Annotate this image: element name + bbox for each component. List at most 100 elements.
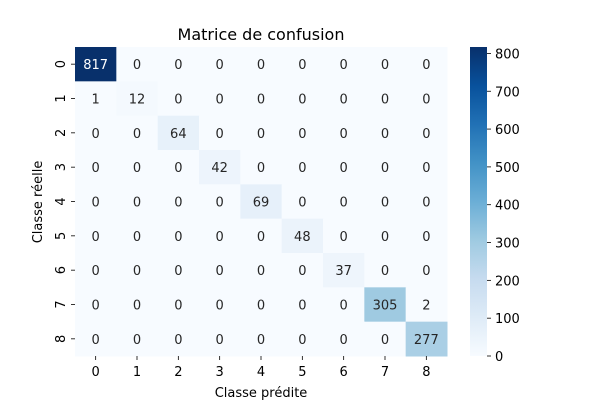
cell-value-label: 0 [92, 333, 100, 348]
heatmap-cell [281, 115, 324, 151]
heatmap-cell [75, 184, 117, 220]
colorbar-tick-label: 800 [495, 47, 520, 62]
heatmap-cell [323, 150, 365, 185]
cell-value-label: 12 [129, 93, 146, 108]
heatmap-cell [75, 218, 117, 254]
colorbar-tick-label: 600 [495, 123, 520, 138]
heatmap-cell [364, 115, 407, 151]
heatmap-cell [157, 81, 200, 117]
cell-value-label: 0 [381, 230, 389, 245]
heatmap-cell [323, 81, 365, 117]
heatmap-cell [405, 287, 448, 323]
y-tick-label: 8 [54, 335, 69, 343]
cell-value-label: 0 [381, 161, 389, 176]
cell-value-label: 0 [92, 230, 100, 245]
heatmap-cell [405, 115, 448, 151]
cell-value-label: 2 [422, 299, 430, 314]
cell-value-label: 0 [257, 230, 265, 245]
cell-value-label: 64 [170, 127, 187, 142]
cell-value-label: 0 [381, 264, 389, 279]
cell-value-label: 0 [257, 58, 265, 73]
heatmap-cell [364, 321, 407, 357]
heatmap-cell [240, 150, 283, 185]
cell-value-label: 0 [298, 58, 306, 73]
cell-value-label: 0 [422, 161, 430, 176]
heatmap-cell [157, 115, 200, 151]
cell-value-label: 0 [298, 161, 306, 176]
cell-value-label: 0 [381, 333, 389, 348]
x-tick-label: 3 [216, 365, 224, 380]
cell-value-label: 0 [257, 299, 265, 314]
cell-value-label: 0 [174, 58, 182, 73]
y-axis-ticks: 0 1 2 3 4 5 6 7 8 [54, 60, 75, 343]
heatmap-cell [157, 253, 200, 288]
y-tick-label: 5 [54, 232, 69, 240]
cell-value-label: 0 [381, 196, 389, 211]
heatmap-cell [405, 184, 448, 220]
heatmap-cell [199, 150, 241, 185]
heatmap-cell [75, 81, 117, 117]
y-tick-label: 7 [54, 300, 69, 308]
heatmap-cell [75, 253, 117, 288]
cell-value-label: 0 [216, 230, 224, 245]
heatmap-cell [75, 321, 117, 357]
heatmap-cell [157, 321, 200, 357]
heatmap-cell [240, 184, 283, 220]
cell-value-label: 0 [340, 58, 348, 73]
cell-value-label: 0 [174, 93, 182, 108]
cell-value-label: 0 [133, 196, 141, 211]
cell-value-label: 42 [211, 161, 228, 176]
heatmap-cell [75, 150, 117, 185]
heatmap-cell [116, 218, 159, 254]
cell-value-label: 0 [381, 58, 389, 73]
colorbar [470, 47, 487, 356]
cell-value-label: 0 [216, 264, 224, 279]
heatmap-cell [364, 287, 407, 323]
cell-value-label: 0 [257, 264, 265, 279]
cell-value-label: 0 [216, 299, 224, 314]
cell-value-label: 0 [174, 230, 182, 245]
x-tick-label: 4 [257, 365, 265, 380]
heatmap-cell [323, 47, 365, 82]
colorbar-tick-label: 100 [495, 312, 520, 327]
heatmap-cell [116, 184, 159, 220]
cell-value-label: 817 [83, 58, 108, 73]
heatmap-cell [405, 81, 448, 117]
heatmap-cell [281, 150, 324, 185]
cell-value-label: 0 [216, 196, 224, 211]
heatmap-cell [240, 321, 283, 357]
colorbar-tick-label: 300 [495, 237, 520, 252]
cell-value-label: 0 [257, 127, 265, 142]
colorbar-tick-label: 500 [495, 161, 520, 176]
cell-value-label: 0 [422, 264, 430, 279]
heatmap-cell [157, 47, 200, 82]
cell-value-label: 0 [133, 333, 141, 348]
cell-value-label: 0 [422, 58, 430, 73]
colorbar-ticks: 0 100 200 300 400 500 600 700 800 [487, 47, 520, 365]
heatmap-cell [199, 218, 241, 254]
heatmap-cell [281, 287, 324, 323]
x-axis-label: Classe prédite [215, 386, 308, 400]
cell-value-label: 0 [92, 161, 100, 176]
cell-value-label: 0 [340, 127, 348, 142]
heatmap-cell [323, 253, 365, 288]
cell-value-label: 0 [298, 93, 306, 108]
y-tick-label: 2 [54, 129, 69, 137]
cell-value-label: 0 [92, 299, 100, 314]
heatmap-cell [157, 184, 200, 220]
cell-value-label: 0 [298, 333, 306, 348]
heatmap-cell [281, 47, 324, 82]
cell-value-label: 0 [133, 299, 141, 314]
heatmap-cell [116, 47, 159, 82]
cell-value-label: 0 [257, 161, 265, 176]
heatmap-cell [199, 81, 241, 117]
cell-value-label: 0 [298, 299, 306, 314]
heatmap-cell [240, 47, 283, 82]
heatmap-cell [157, 287, 200, 323]
y-tick-label: 3 [54, 163, 69, 171]
heatmap-cell [157, 218, 200, 254]
cell-value-label: 0 [174, 299, 182, 314]
heatmap-cell [405, 47, 448, 82]
heatmap-cell [323, 184, 365, 220]
heatmap-cell [364, 47, 407, 82]
